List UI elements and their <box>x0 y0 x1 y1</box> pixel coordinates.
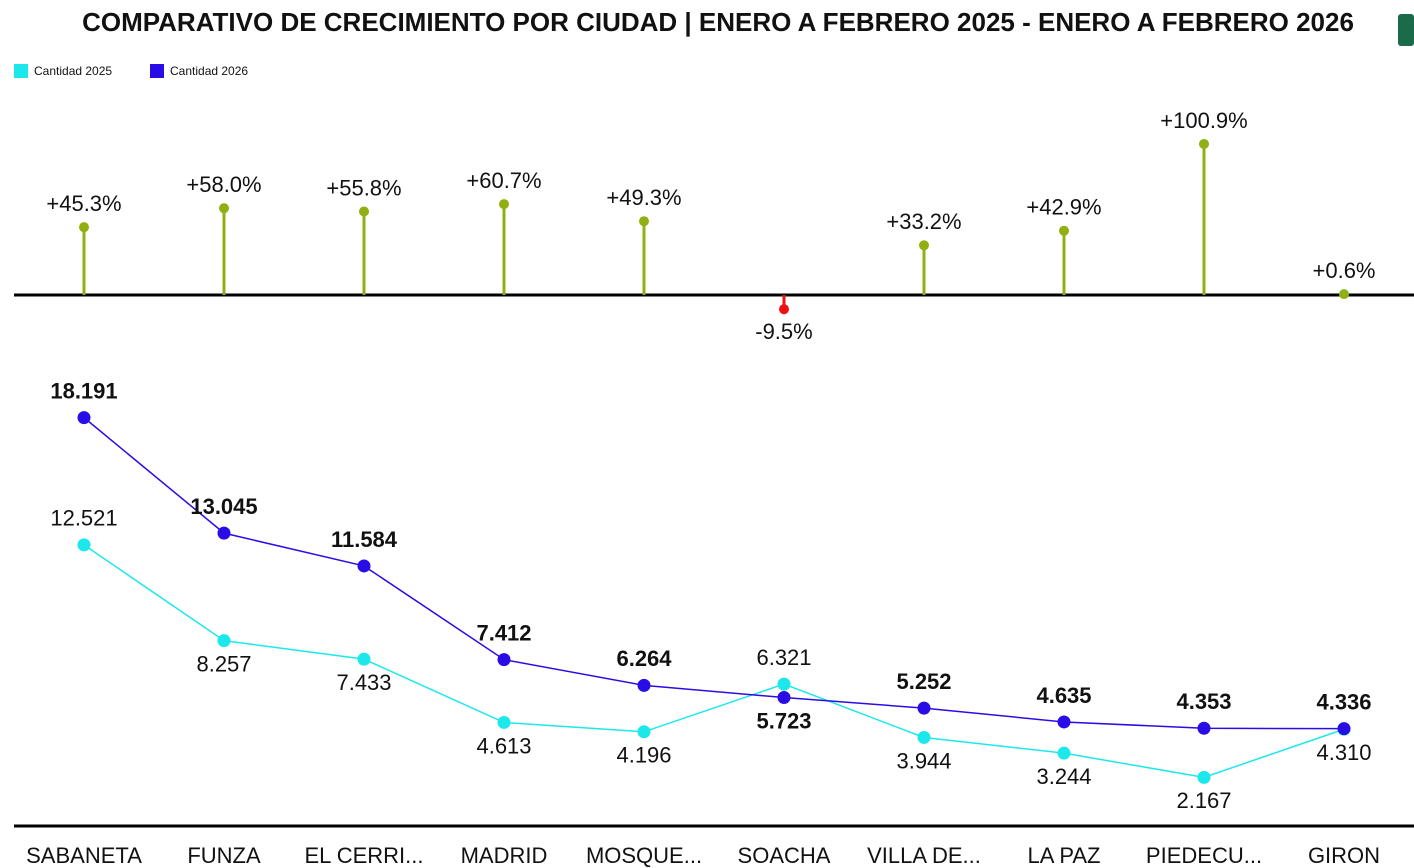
point <box>217 634 231 648</box>
value-label: 7.412 <box>476 620 531 645</box>
x-tick-label: FUNZA <box>187 843 261 868</box>
x-tick-label: VILLA DE... <box>867 843 981 868</box>
point <box>1197 721 1211 735</box>
point <box>637 678 651 692</box>
value-label: 12.521 <box>50 506 117 531</box>
point <box>1197 770 1211 784</box>
lollipop-dot <box>219 203 229 214</box>
x-tick-label: SABANETA <box>26 843 142 868</box>
value-label: 4.613 <box>476 733 531 758</box>
point <box>1057 715 1071 729</box>
value-label: 4.336 <box>1316 689 1371 714</box>
growth-label: +49.3% <box>606 185 681 210</box>
value-label: 18.191 <box>50 378 117 403</box>
legend-label: Cantidad 2025 <box>34 64 112 78</box>
point <box>917 730 931 744</box>
value-label: 3.244 <box>1036 764 1091 789</box>
growth-label: +58.0% <box>186 172 261 197</box>
lollipop-dot <box>779 304 789 315</box>
chart-title: COMPARATIVO DE CRECIMIENTO POR CIUDAD | … <box>82 7 1354 37</box>
legend-swatch <box>150 64 164 78</box>
point <box>637 725 651 739</box>
growth-label: +42.9% <box>1026 195 1101 220</box>
lollipop-dot <box>499 199 509 210</box>
point <box>917 701 931 715</box>
growth-label: +0.6% <box>1313 258 1376 283</box>
x-tick-label: GIRON <box>1308 843 1380 868</box>
x-tick-label: MOSQUE... <box>586 843 702 868</box>
growth-label: +55.8% <box>326 175 401 200</box>
lollipop-dot <box>1059 225 1069 236</box>
value-label: 4.353 <box>1176 689 1231 714</box>
growth-label: -9.5% <box>755 319 812 344</box>
value-label: 2.167 <box>1176 788 1231 813</box>
value-label: 5.252 <box>896 669 951 694</box>
point <box>777 691 791 705</box>
value-label: 7.433 <box>336 670 391 695</box>
point <box>1057 746 1071 760</box>
lollipop-dot <box>639 216 649 227</box>
point <box>77 538 91 552</box>
point <box>77 411 91 425</box>
value-label: 8.257 <box>196 651 251 676</box>
value-label: 13.045 <box>190 494 257 519</box>
value-label: 4.635 <box>1036 683 1091 708</box>
growth-label: +33.2% <box>886 209 961 234</box>
legend-label: Cantidad 2026 <box>170 64 248 78</box>
lollipop-dot <box>919 240 929 251</box>
point <box>217 526 231 540</box>
value-label: 4.196 <box>616 743 671 768</box>
x-tick-label: PIEDECU... <box>1146 843 1262 868</box>
value-label: 4.310 <box>1316 740 1371 765</box>
lollipop-dot <box>1199 138 1209 149</box>
growth-label: +45.3% <box>46 191 121 216</box>
point <box>357 652 371 666</box>
lollipop-dot <box>359 206 369 217</box>
point <box>1337 722 1351 736</box>
x-tick-label: SOACHA <box>738 843 831 868</box>
x-tick-label: EL CERRI... <box>305 843 424 868</box>
value-label: 11.584 <box>331 527 398 552</box>
point <box>357 559 371 573</box>
export-icon[interactable] <box>1398 14 1414 46</box>
growth-label: +100.9% <box>1160 108 1247 133</box>
point <box>777 677 791 691</box>
x-tick-label: MADRID <box>461 843 548 868</box>
growth-label: +60.7% <box>466 168 541 193</box>
point <box>497 653 511 667</box>
lollipop-dot <box>1339 289 1349 300</box>
lollipop-dot <box>79 222 89 233</box>
point <box>497 715 511 729</box>
series-line <box>83 544 1345 779</box>
value-label: 6.264 <box>616 646 672 671</box>
series-line <box>83 417 1345 730</box>
legend-swatch <box>14 64 28 78</box>
x-tick-label: LA PAZ <box>1028 843 1101 868</box>
value-label: 6.321 <box>756 645 811 670</box>
value-label: 3.944 <box>896 748 951 773</box>
value-label: 5.723 <box>756 708 811 733</box>
